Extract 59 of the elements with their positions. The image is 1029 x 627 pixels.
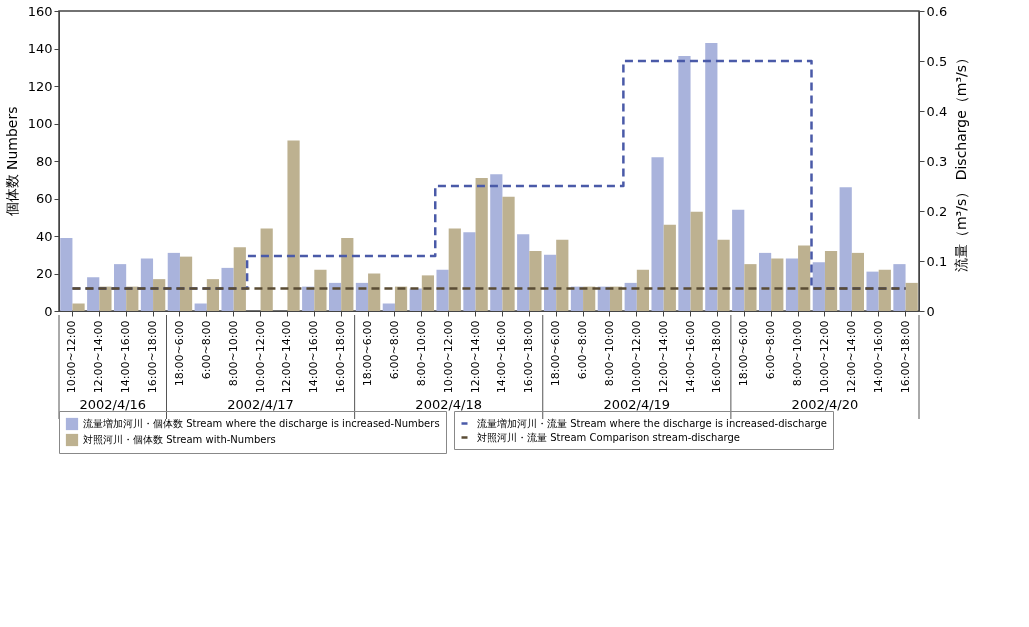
x-tick-label: 10:00~12:00 [253,320,267,394]
x-tick-label: 12:00~14:00 [468,320,482,394]
x-tick-label: 12:00~14:00 [280,320,294,394]
x-tick-label: 10:00~12:00 [65,320,79,394]
y2-tick-label: 0.5 [926,53,948,69]
x-tick-label: 18:00~6:00 [549,320,563,387]
text: 2002/4/19 [603,397,671,412]
y-tick-label: 60 [35,191,53,206]
x-tick-label: 14:00~16:00 [495,320,509,394]
x-tick-label: 14:00~16:00 [119,320,133,394]
text: 2002/4/16 [79,397,147,412]
x-tick-label: 12:00~14:00 [92,320,106,394]
x-tick-label: 6:00~8:00 [199,320,213,380]
x-tick-label: 16:00~18:00 [146,320,160,394]
y2-tick-label: 0.2 [926,203,948,219]
legend-label: 対照河川・個体数 Stream with-Numbers [83,434,276,445]
x-tick-label: 10:00~12:00 [441,320,455,394]
y2-tick-label: 0.3 [926,153,948,169]
y-tick-label: 100 [27,116,53,131]
x-tick-label: 8:00~10:00 [226,320,240,387]
y-tick-label: 140 [27,41,53,56]
y2-tick-label: 0.1 [926,253,948,269]
x-tick-label: 8:00~10:00 [791,320,805,387]
x-tick-label: 16:00~18:00 [334,320,348,394]
x-tick-label: 8:00~10:00 [414,320,428,387]
y2-axis-title: 流量（m³/s） Discharge（m³/s） [953,50,970,273]
y-tick-label: 20 [35,266,53,281]
x-tick-label: 18:00~6:00 [737,320,751,387]
text: 2002/4/18 [415,397,483,412]
x-tick-label: 16:00~18:00 [898,320,912,394]
x-tick-label: 18:00~6:00 [172,320,186,387]
legend-label: 流量増加河川・個体数 Stream where the discharge is increased-Numbers [83,418,440,429]
legend-label: 対照河川・流量 Stream Comparison stream-discharge [477,431,740,443]
x-tick-label: 14:00~16:00 [307,320,321,394]
y-axis-title: 個体数 Numbers [3,106,20,217]
x-tick-label: 6:00~8:00 [764,320,778,380]
legend-label: 流量増加河川・流量 Stream where the discharge is increased-discharge [477,417,827,429]
x-tick-label: 10:00~12:00 [817,320,831,394]
y2-tick-label: 0.6 [926,3,948,19]
y2-tick-label: 0 [926,303,935,319]
x-tick-label: 18:00~6:00 [361,320,375,387]
y-tick-label: 0 [44,303,53,319]
y-tick-label: 160 [27,3,53,19]
x-tick-label: 6:00~8:00 [576,320,590,380]
text: 2002/4/20 [791,397,859,412]
x-tick-label: 12:00~14:00 [656,320,670,394]
text: 2002/4/17 [227,397,294,412]
y-tick-label: 40 [35,228,53,244]
x-tick-label: 12:00~14:00 [844,320,858,394]
x-tick-label: 8:00~10:00 [602,320,616,387]
y-tick-label: 120 [27,78,53,94]
y-tick-label: 80 [35,153,53,169]
x-tick-label: 16:00~18:00 [522,320,536,394]
y2-tick-label: 0.4 [926,103,948,119]
x-tick-label: 14:00~16:00 [683,320,697,394]
x-tick-label: 6:00~8:00 [387,320,401,380]
x-tick-label: 14:00~16:00 [871,320,885,394]
x-tick-label: 10:00~12:00 [629,320,643,394]
x-tick-label: 16:00~18:00 [710,320,724,394]
